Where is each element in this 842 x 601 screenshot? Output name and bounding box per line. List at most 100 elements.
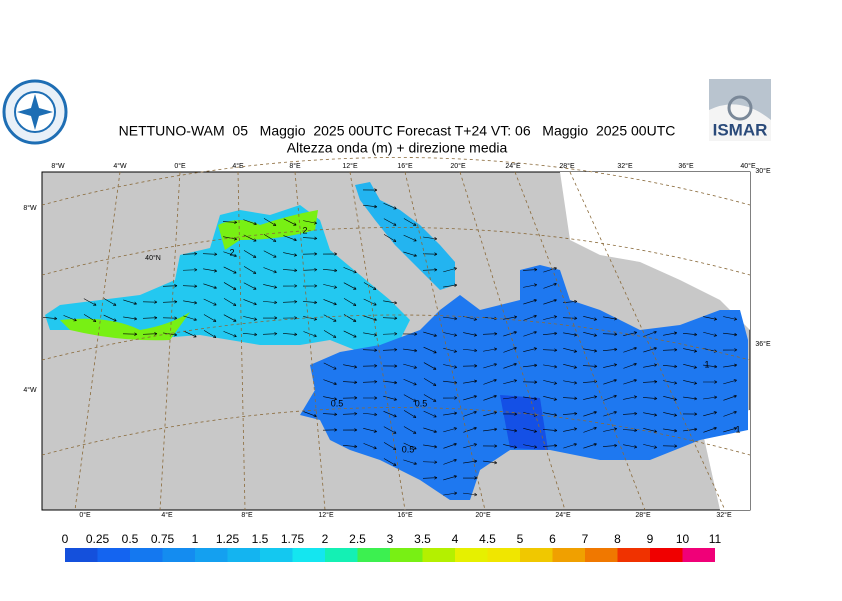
arrow	[83, 298, 97, 306]
arrow	[403, 426, 417, 434]
colorbar-box	[162, 548, 195, 562]
arrow	[343, 444, 358, 449]
arrow	[362, 380, 378, 384]
arrow	[323, 268, 338, 273]
arrow	[222, 220, 238, 224]
arrow	[183, 330, 197, 338]
colorbar-label: 0.75	[151, 532, 175, 546]
arrow	[182, 252, 198, 256]
arrow	[462, 364, 478, 368]
lon-label: 20°E	[475, 511, 491, 519]
arrow	[223, 298, 237, 306]
arrow	[403, 442, 417, 450]
arrow	[443, 458, 457, 465]
colorbar-label: 1.75	[281, 532, 305, 546]
arrow	[282, 284, 298, 288]
arrow	[543, 267, 557, 273]
arrow	[703, 411, 717, 417]
arrow	[663, 380, 678, 385]
arrow	[243, 250, 257, 258]
colorbar-label: 4.5	[479, 532, 496, 546]
arrow	[602, 332, 618, 336]
arrow	[362, 348, 378, 352]
arrow	[262, 332, 278, 336]
arrow	[323, 330, 337, 338]
arrow	[683, 332, 698, 337]
arrow	[542, 428, 558, 433]
arrow	[363, 282, 377, 290]
lon-label: 4°E	[161, 511, 173, 519]
direction-arrows	[43, 188, 738, 497]
arrow	[562, 411, 578, 416]
colorbar-box	[650, 548, 683, 562]
arrow	[443, 283, 458, 288]
arrow	[703, 331, 717, 337]
arrow	[542, 444, 558, 448]
lon-label: 32°E	[617, 162, 633, 170]
arrow	[362, 188, 378, 192]
arrow	[363, 332, 378, 337]
arrow	[182, 284, 198, 288]
arrow	[303, 300, 318, 305]
arrow	[423, 394, 437, 402]
arrow	[643, 363, 658, 368]
arrow	[703, 316, 718, 321]
arrow	[263, 234, 277, 242]
arrow	[503, 346, 517, 353]
arrow	[682, 412, 698, 416]
arrow	[363, 298, 377, 306]
arrow	[723, 394, 737, 401]
arrow	[202, 252, 218, 256]
colorbar-label: 5	[517, 532, 524, 546]
arrow	[543, 315, 558, 320]
arrow	[623, 331, 638, 336]
lon-label: 4°W	[113, 162, 127, 170]
lon-label: 40°E	[740, 162, 756, 170]
arrow	[362, 364, 378, 368]
colorbar-label: 9	[647, 532, 654, 546]
arrow	[623, 362, 637, 369]
arrow	[463, 332, 478, 337]
contour-label: 1	[704, 359, 709, 369]
arrow	[422, 460, 438, 464]
arrow	[363, 443, 377, 450]
arrow	[463, 395, 477, 401]
arrow	[603, 394, 617, 401]
colorbar-label: 6	[549, 532, 556, 546]
arrow	[723, 410, 737, 417]
arrow	[543, 282, 557, 289]
arrow	[603, 363, 618, 368]
arrow	[623, 395, 638, 400]
arrow	[603, 410, 617, 417]
arrow	[403, 410, 417, 418]
arrow	[422, 252, 438, 256]
colorbar-box	[617, 548, 650, 562]
arrow	[702, 380, 718, 384]
arrow	[542, 348, 558, 352]
colorbar-label: 2	[322, 532, 329, 546]
arrow	[722, 348, 738, 352]
arrow	[322, 412, 338, 417]
arrow	[583, 442, 597, 449]
lon-label: 16°E	[397, 162, 413, 170]
arrow	[643, 412, 658, 417]
arrow	[683, 363, 697, 369]
arrow	[223, 266, 237, 274]
arrow	[502, 412, 518, 416]
arrow	[283, 252, 298, 257]
arrow	[423, 331, 437, 337]
arrow	[383, 442, 397, 450]
arrow	[563, 332, 578, 337]
arrow	[483, 460, 498, 465]
lon-label: 0°E	[79, 511, 91, 519]
arrow	[343, 298, 357, 306]
colorbar-label: 10	[676, 532, 690, 546]
arrow	[162, 284, 178, 288]
arrow	[342, 396, 358, 400]
colorbar-box	[65, 548, 98, 562]
arrow	[443, 332, 458, 337]
arrow	[543, 380, 558, 385]
arrow	[503, 395, 518, 400]
arrow	[343, 267, 357, 274]
arrow	[423, 362, 437, 370]
